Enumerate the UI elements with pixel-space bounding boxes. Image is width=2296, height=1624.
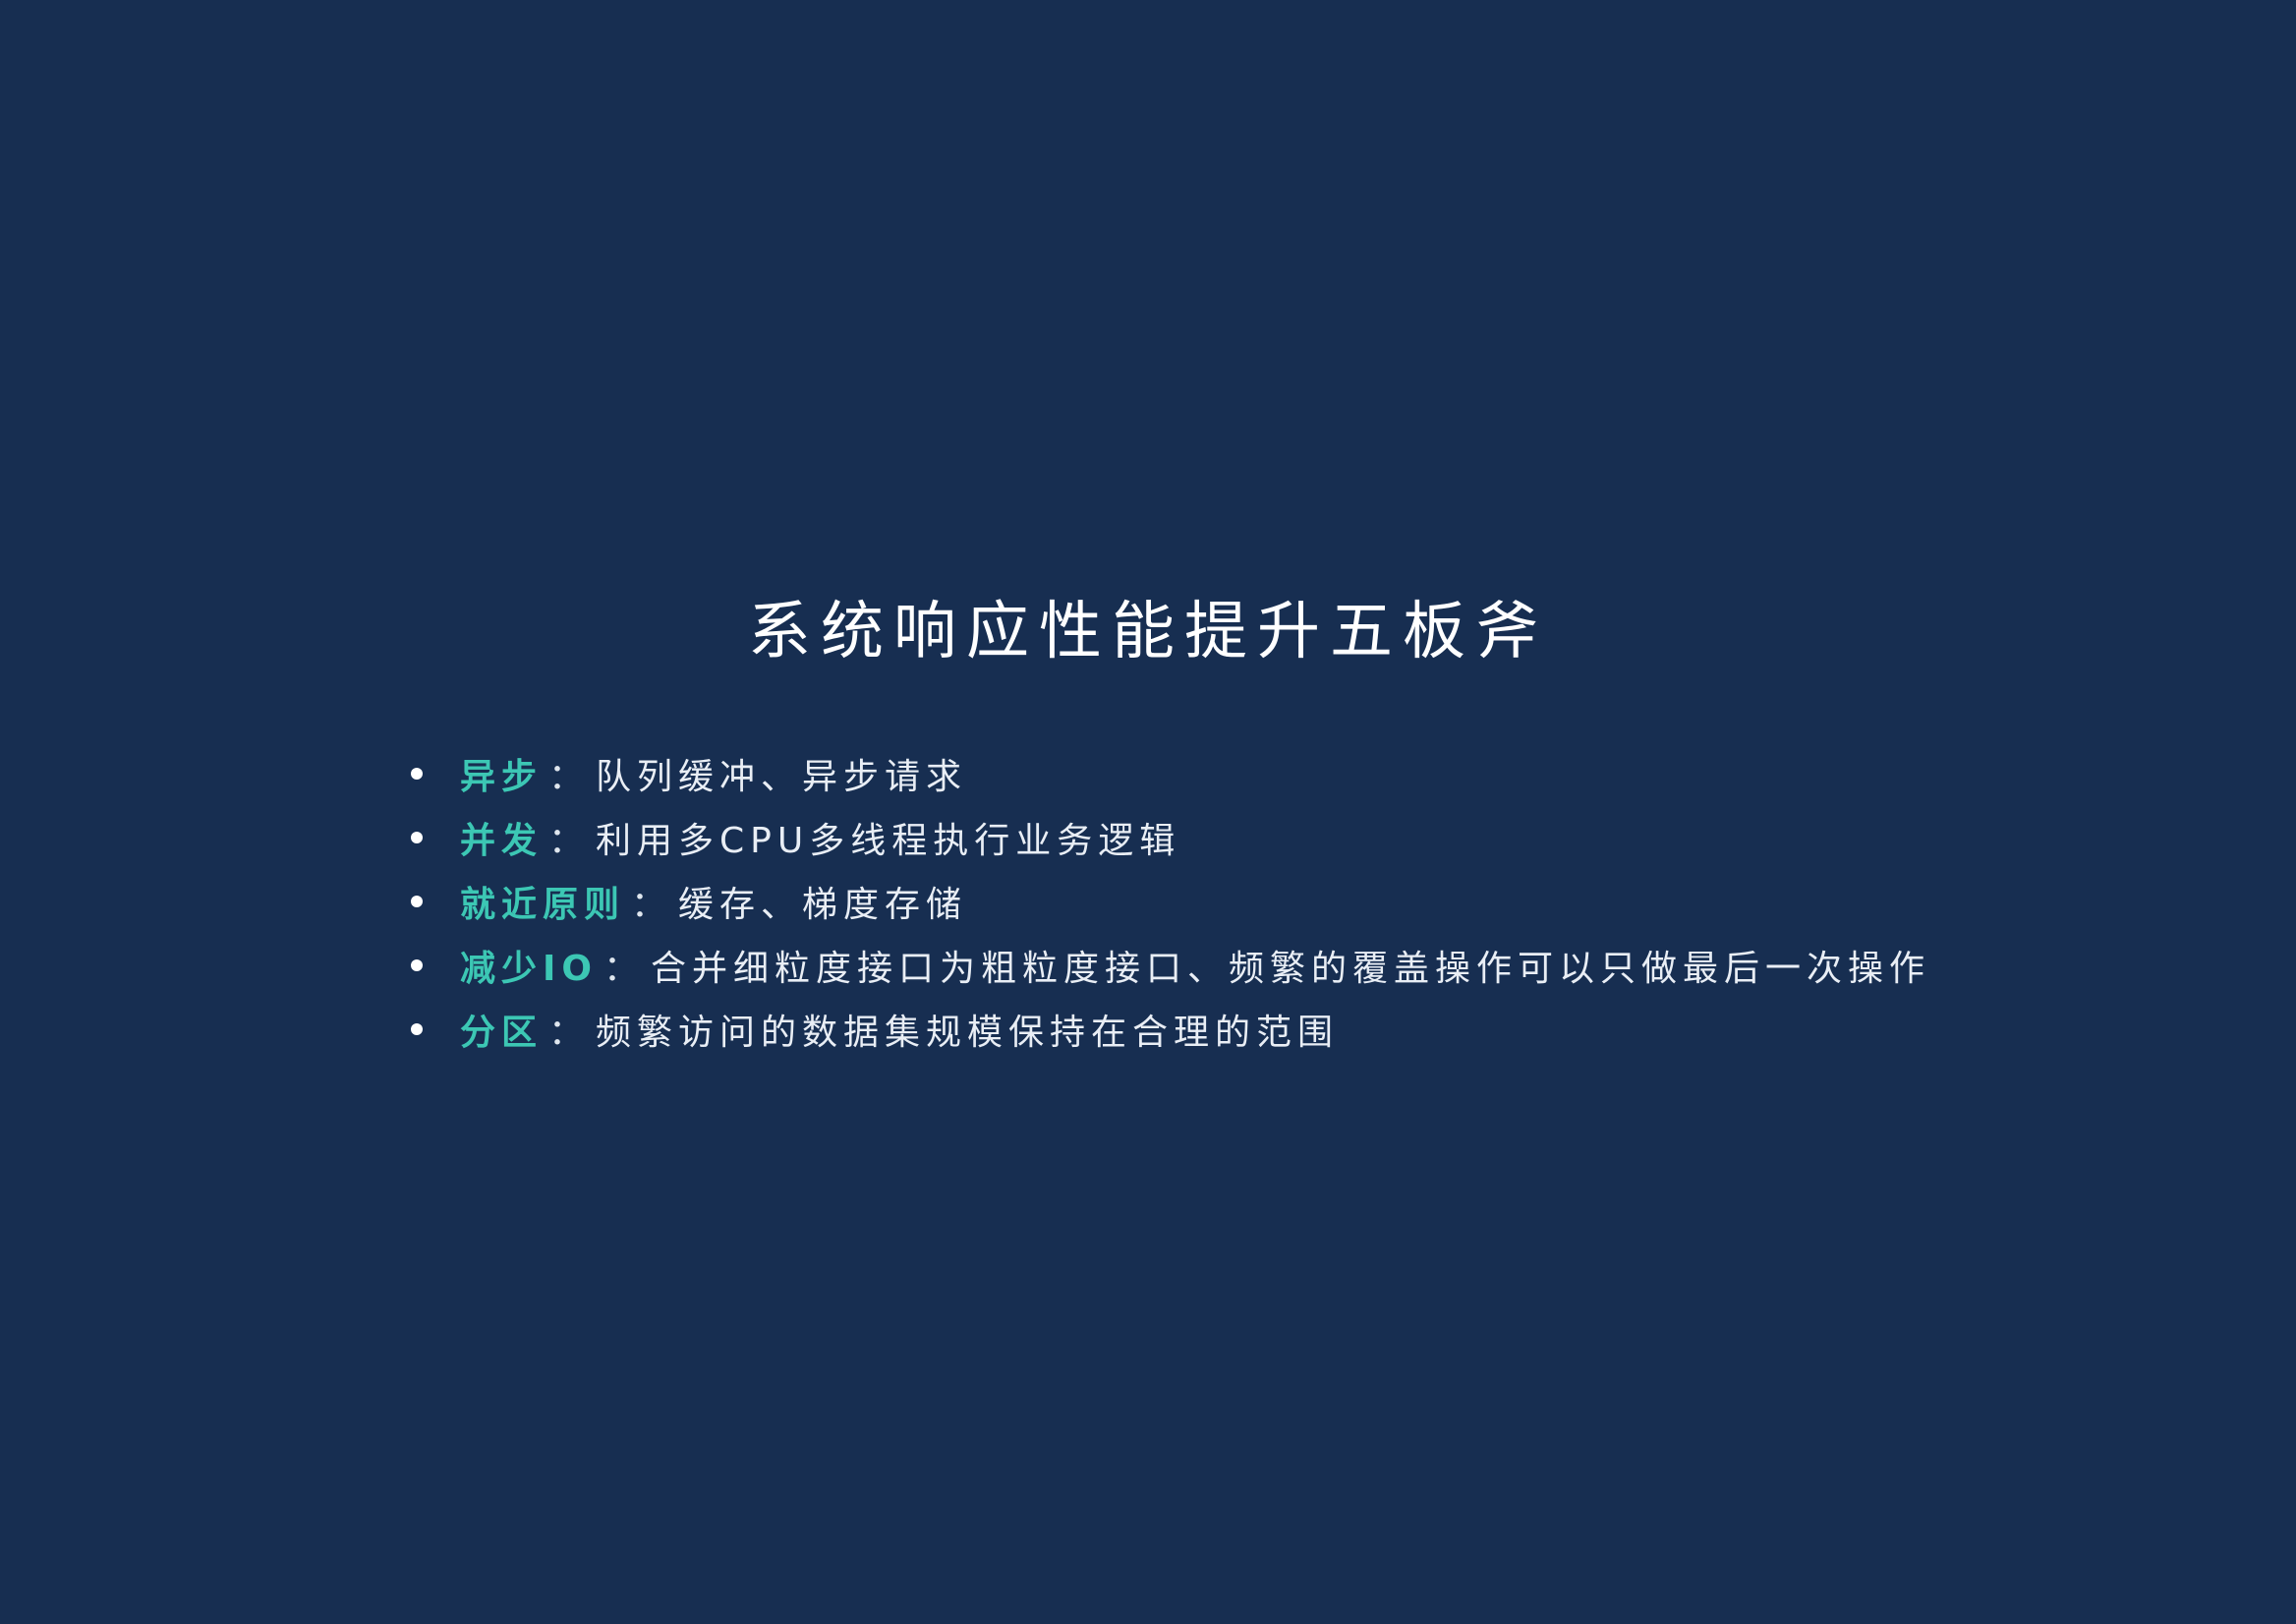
bullet-dot-icon: [411, 831, 423, 843]
list-item: 并发 ： 利用多CPU多线程执行业务逻辑: [411, 805, 1930, 869]
list-item: 异步 ： 队列缓冲、异步请求: [411, 741, 1930, 805]
bullet-separator: ：: [548, 756, 591, 797]
bullet-keyword: 并发: [460, 820, 544, 861]
bullet-keyword: 分区: [460, 1012, 544, 1053]
bullet-list: 异步 ： 队列缓冲、异步请求 并发 ： 利用多CPU多线程执行业务逻辑 就近原则…: [411, 741, 1930, 1061]
bullet-keyword: 异步: [460, 756, 544, 797]
bullet-keyword: 减少IO: [460, 948, 598, 989]
bullet-separator: ：: [603, 948, 646, 989]
bullet-separator: ：: [548, 1012, 591, 1053]
bullet-description: 频繁访问的数据集规模保持在合理的范围: [596, 1012, 1340, 1053]
bullet-dot-icon: [411, 1022, 423, 1035]
bullet-dot-icon: [411, 958, 423, 971]
bullet-description: 缓存、梯度存储: [678, 884, 968, 925]
list-item: 分区 ： 频繁访问的数据集规模保持在合理的范围: [411, 997, 1930, 1061]
list-item: 减少IO ： 合并细粒度接口为粗粒度接口、频繁的覆盖操作可以只做最后一次操作: [411, 933, 1930, 997]
list-item: 就近原则 ： 缓存、梯度存储: [411, 869, 1930, 933]
bullet-separator: ：: [548, 820, 591, 861]
bullet-keyword: 就近原则: [460, 884, 626, 925]
bullet-description: 合并细粒度接口为粗粒度接口、频繁的覆盖操作可以只做最后一次操作: [651, 948, 1931, 989]
bullet-dot-icon: [411, 767, 423, 780]
bullet-description: 利用多CPU多线程执行业务逻辑: [596, 820, 1181, 861]
bullet-description: 队列缓冲、异步请求: [596, 756, 968, 797]
bullet-separator: ：: [631, 884, 673, 925]
slide-title: 系统响应性能提升五板斧: [748, 596, 1548, 668]
bullet-dot-icon: [411, 895, 423, 907]
